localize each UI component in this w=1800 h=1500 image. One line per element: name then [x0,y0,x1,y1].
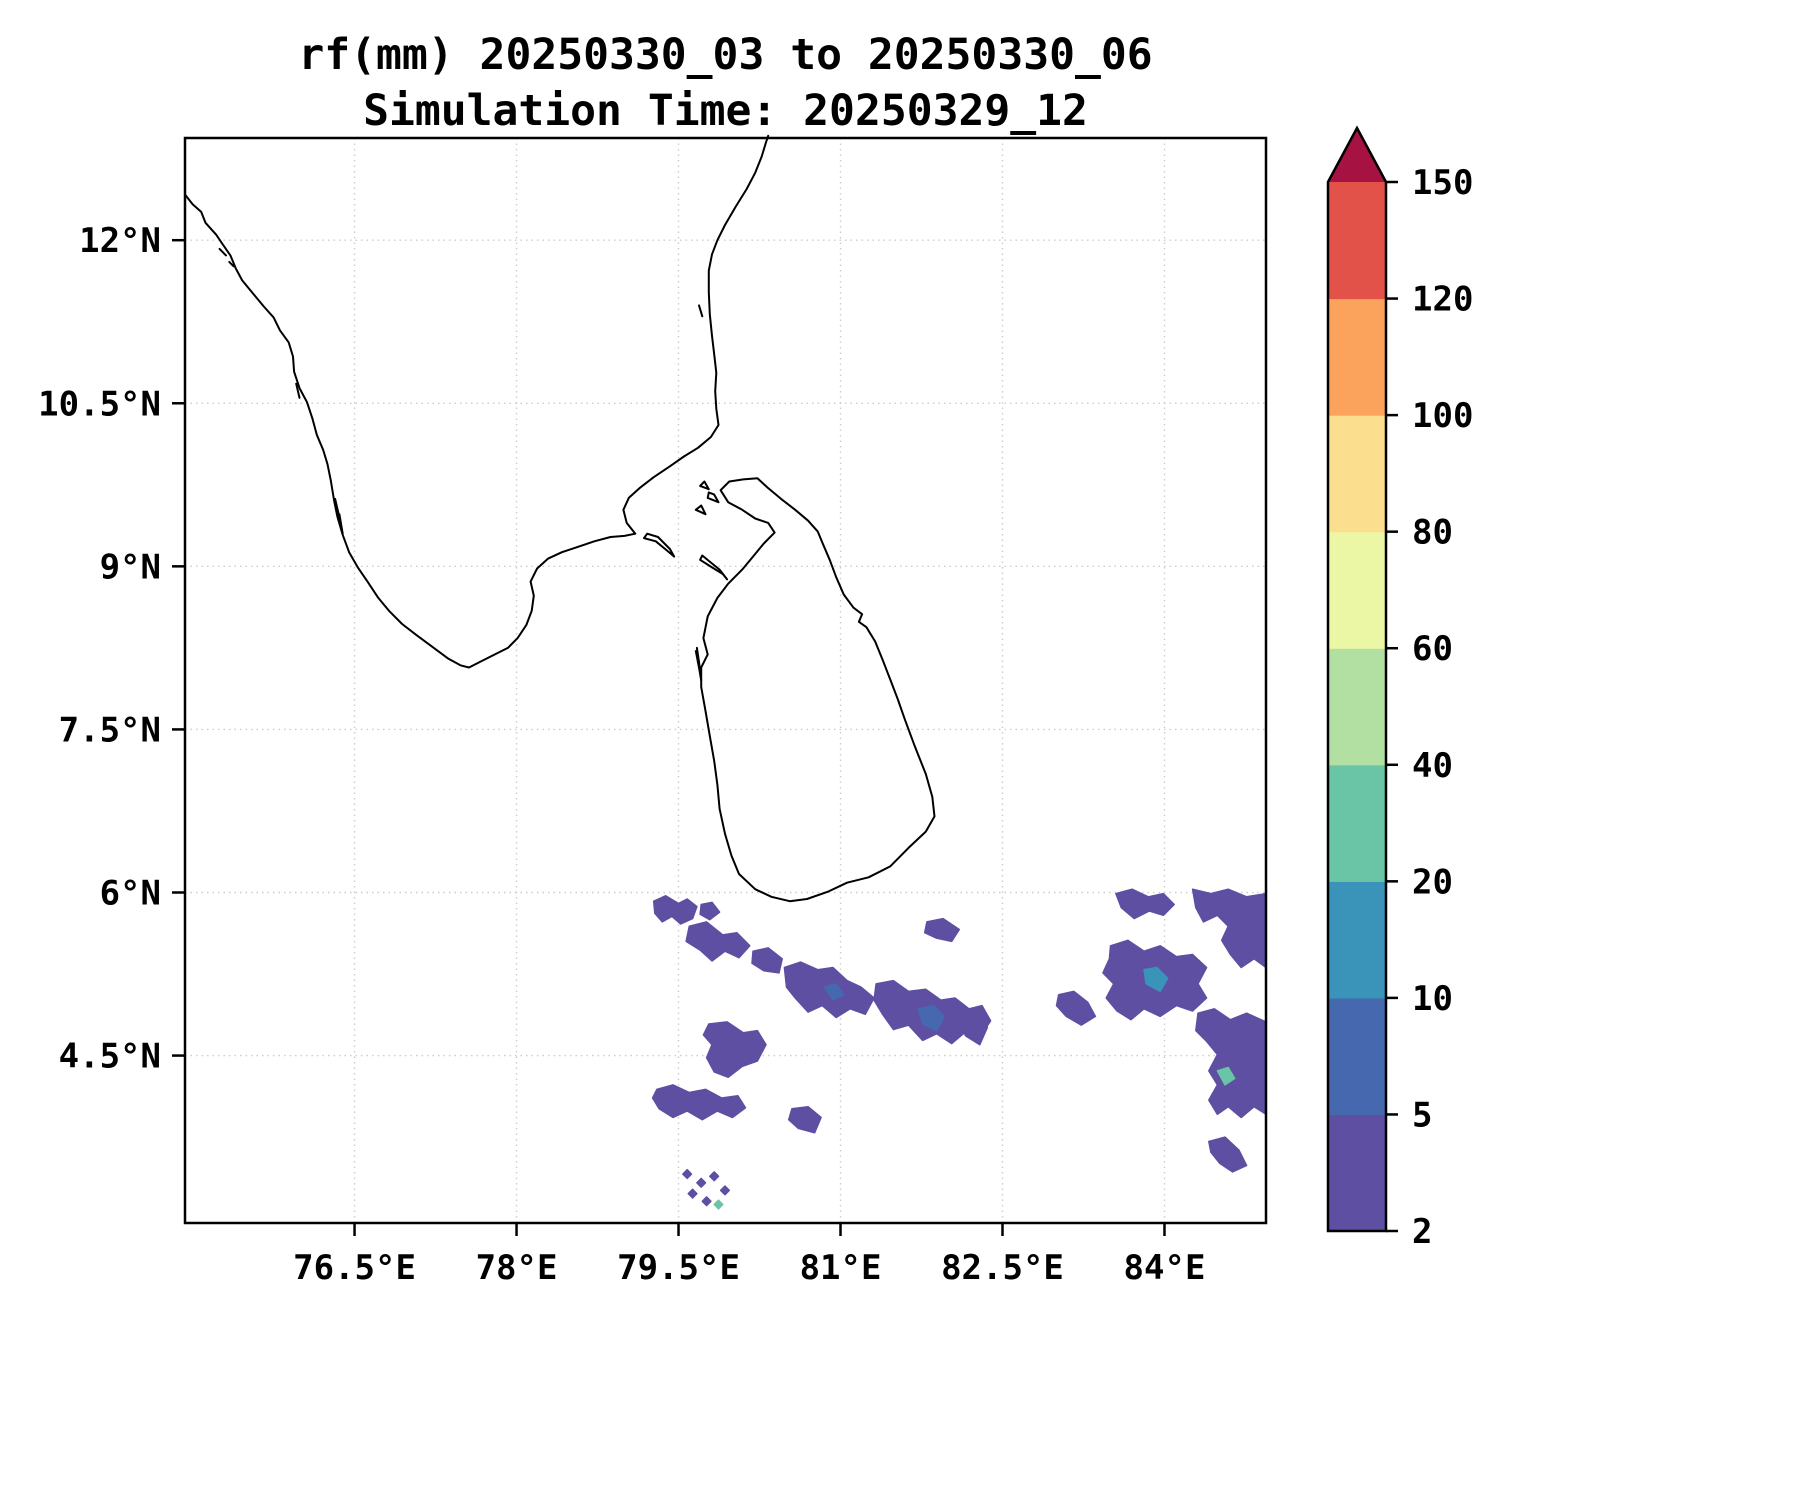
colorbar-tick-label: 80 [1412,513,1453,553]
coastline-jaffna-islet-3 [699,480,710,491]
rain-patch-a4 [923,917,961,943]
rain-patch-dot6 [687,1188,698,1199]
colorbar-tick-label: 20 [1412,862,1453,902]
y-tick-label: 6°N [100,873,161,913]
chart-subtitle: Simulation Time: 20250329_12 [363,86,1088,136]
chart-title: rf(mm) 20250330_03 to 20250330_06 [298,30,1153,80]
colorbar-over-arrow [1328,128,1386,182]
colorbar-segment [1328,764,1386,882]
coastline-sri-lanka [700,477,936,903]
rain-patch-dot4 [719,1185,731,1196]
coastline-india-mainland [184,134,770,669]
rain-patch-dot2 [696,1177,707,1188]
colorbar-segment [1328,881,1386,999]
colorbar-tick-label: 60 [1412,629,1453,669]
colorbar-tick-label: 40 [1412,746,1453,786]
rain-patch-a2b [751,947,783,974]
colorbar-tick-label: 120 [1412,280,1473,320]
colorbar-segment [1328,997,1386,1116]
coastline-coromandel-lagoon [698,304,704,318]
y-tick-label: 4.5°N [59,1037,161,1077]
colorbar-tick-label: 100 [1412,396,1473,436]
rain-patch-b5 [1195,1008,1267,1119]
colorbar-outline [1326,125,1388,1233]
plot-frame [183,136,1268,1225]
rain-patch-a5 [956,1004,989,1046]
colorbar-segment [1328,182,1386,300]
rain-patch-dot3 [709,1171,720,1182]
coastline-jaffna-islet-2 [694,504,707,516]
coastline-kannur-islet-2 [228,260,235,268]
rain-patch-a7 [651,1084,747,1121]
colorbar-tick-label: 5 [1412,1095,1432,1135]
rain-patch-a6 [702,1021,767,1079]
coastline-kannur-islet-1 [218,247,227,257]
y-tick-label: 9°N [100,547,161,587]
colorbar-segment [1328,531,1386,649]
colorbar-tick-label: 150 [1412,163,1473,203]
rain-patch-b2 [1191,888,1267,969]
colorbar-tick-label: 10 [1412,979,1453,1019]
rain-patch-teal1 [1216,1066,1236,1086]
rain-patch-b6 [1208,1136,1248,1173]
coastline-jaffna-islet-1 [706,491,720,504]
rain-patch-a8 [787,1105,822,1134]
colorbar-segment [1328,1114,1386,1232]
coastline-kerala-backwater [334,497,344,535]
x-tick-label: 76.5°E [293,1248,416,1288]
rain-patch-blue3 [823,983,845,1001]
coastline-kalpitiya-spit [694,646,703,682]
x-tick-label: 81°E [800,1248,882,1288]
coastline-pamban-island [643,532,676,558]
coastline-mannar-island [699,554,729,581]
y-tick-label: 10.5°N [38,384,161,424]
y-tick-label: 12°N [79,221,161,261]
x-tick-label: 79.5°E [617,1248,740,1288]
coastline-kerala-backwater-2 [295,382,301,399]
x-tick-label: 78°E [476,1248,558,1288]
y-tick-label: 7.5°N [59,710,161,750]
rain-patch-b3 [1055,990,1097,1026]
rain-patch-dot-teal [713,1199,724,1210]
rain-patch-dot1 [682,1168,693,1180]
colorbar-segment [1328,415,1386,533]
colorbar-tick-label: 2 [1412,1212,1432,1252]
rain-patch-blue1 [917,1004,945,1032]
rain-patch-a2a [685,921,751,962]
colorbar-segment [1328,298,1386,416]
rain-patch-b1 [1115,888,1175,920]
rain-patch-a1 [652,895,698,925]
rain-patch-a1b [699,901,721,921]
rain-patch-blue2 [1143,966,1169,993]
colorbar-segment [1328,648,1386,766]
x-tick-label: 84°E [1124,1248,1206,1288]
x-tick-label: 82.5°E [941,1248,1064,1288]
rain-patch-dot5 [701,1196,712,1207]
